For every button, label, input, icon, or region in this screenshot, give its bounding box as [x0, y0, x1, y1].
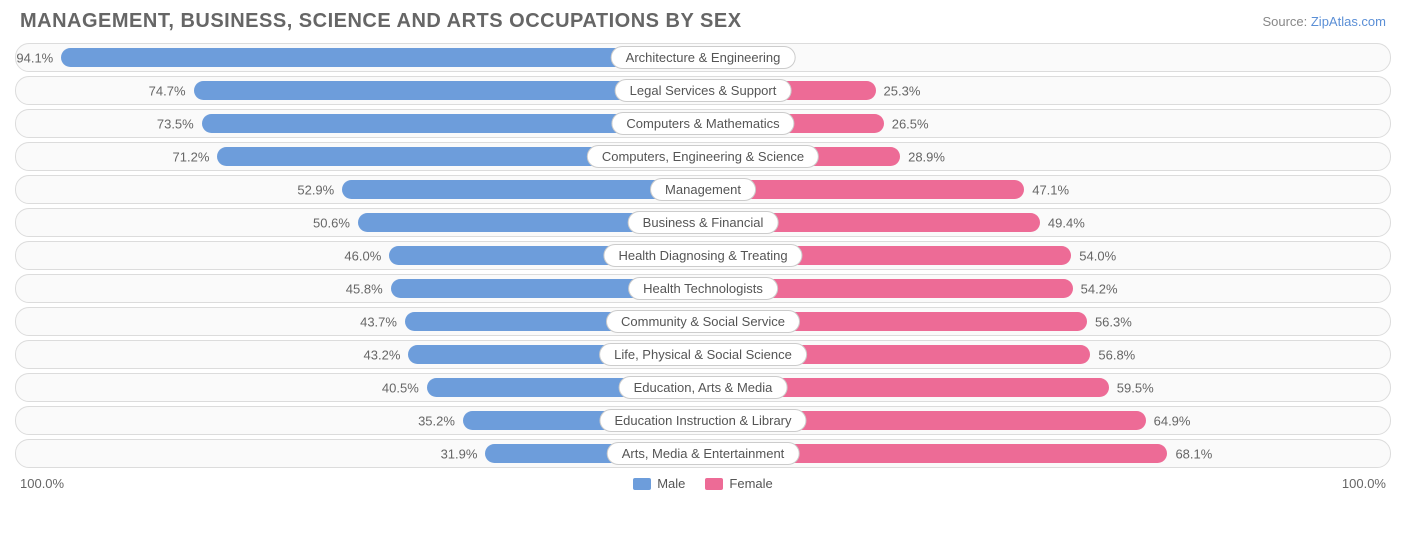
category-pill: Computers & Mathematics	[611, 112, 794, 135]
bar-row: 45.8% 54.2% Health Technologists	[15, 274, 1391, 303]
male-pct-label: 71.2%	[173, 149, 210, 164]
female-pct-label: 56.3%	[1095, 314, 1132, 329]
bar-row: 50.6% 49.4% Business & Financial	[15, 208, 1391, 237]
category-pill: Management	[650, 178, 756, 201]
female-half: 68.1%	[703, 444, 1385, 463]
category-pill: Health Diagnosing & Treating	[603, 244, 802, 267]
category-pill: Education Instruction & Library	[599, 409, 806, 432]
male-half: 74.7%	[21, 81, 703, 100]
female-pct-label: 56.8%	[1098, 347, 1135, 362]
male-half: 50.6%	[21, 213, 703, 232]
bar-row: 43.2% 56.8% Life, Physical & Social Scienc…	[15, 340, 1391, 369]
female-pct-label: 49.4%	[1048, 215, 1085, 230]
bar-row: 73.5% 26.5% Computers & Mathematics	[15, 109, 1391, 138]
category-pill: Business & Financial	[628, 211, 779, 234]
male-half: 94.1%	[21, 48, 703, 67]
chart-title: MANAGEMENT, BUSINESS, SCIENCE AND ARTS O…	[20, 10, 742, 33]
male-pct-label: 94.1%	[16, 50, 53, 65]
legend-swatch-female	[705, 478, 723, 490]
female-pct-label: 25.3%	[884, 83, 921, 98]
legend-male: Male	[633, 476, 685, 491]
male-pct-label: 43.7%	[360, 314, 397, 329]
male-half: 31.9%	[21, 444, 703, 463]
bar-row: 46.0% 54.0% Health Diagnosing & Treating	[15, 241, 1391, 270]
male-half: 52.9%	[21, 180, 703, 199]
male-pct-label: 35.2%	[418, 413, 455, 428]
male-pct-label: 45.8%	[346, 281, 383, 296]
male-half: 46.0%	[21, 246, 703, 265]
title-row: MANAGEMENT, BUSINESS, SCIENCE AND ARTS O…	[10, 10, 1396, 43]
bar-row: 74.7% 25.3% Legal Services & Support	[15, 76, 1391, 105]
legend-male-label: Male	[657, 476, 685, 491]
bar-row: 43.7% 56.3% Community & Social Service	[15, 307, 1391, 336]
bar-row: 94.1%6.0%Architecture & Engineering	[15, 43, 1391, 72]
legend-female-label: Female	[729, 476, 772, 491]
male-pct-label: 40.5%	[382, 380, 419, 395]
category-pill: Education, Arts & Media	[619, 376, 788, 399]
occupations-by-sex-chart: MANAGEMENT, BUSINESS, SCIENCE AND ARTS O…	[10, 10, 1396, 491]
female-half: 54.2%	[703, 279, 1385, 298]
legend-swatch-male	[633, 478, 651, 490]
male-pct-label: 52.9%	[297, 182, 334, 197]
male-pct-label: 43.2%	[364, 347, 401, 362]
axis-right-label: 100.0%	[1342, 476, 1386, 491]
female-half: 6.0%	[703, 48, 1385, 67]
bar-row: 40.5% 59.5% Education, Arts & Media	[15, 373, 1391, 402]
female-half: 26.5%	[703, 114, 1385, 133]
category-pill: Architecture & Engineering	[611, 46, 796, 69]
male-half: 43.7%	[21, 312, 703, 331]
female-pct-label: 54.0%	[1079, 248, 1116, 263]
male-pct-label: 74.7%	[149, 83, 186, 98]
female-half: 49.4%	[703, 213, 1385, 232]
male-pct-label: 73.5%	[157, 116, 194, 131]
female-pct-label: 68.1%	[1175, 446, 1212, 461]
category-pill: Legal Services & Support	[615, 79, 792, 102]
bar-row: 71.2% 28.9% Computers, Engineering & Scien…	[15, 142, 1391, 171]
female-pct-label: 28.9%	[908, 149, 945, 164]
male-half: 40.5%	[21, 378, 703, 397]
category-pill: Arts, Media & Entertainment	[607, 442, 800, 465]
category-pill: Community & Social Service	[606, 310, 800, 333]
female-pct-label: 54.2%	[1081, 281, 1118, 296]
female-half: 47.1%	[703, 180, 1385, 199]
category-pill: Health Technologists	[628, 277, 778, 300]
legend: Male Female	[633, 476, 773, 491]
male-pct-label: 50.6%	[313, 215, 350, 230]
female-pct-label: 47.1%	[1032, 182, 1069, 197]
male-half: 73.5%	[21, 114, 703, 133]
category-pill: Computers, Engineering & Science	[587, 145, 819, 168]
female-pct-label: 59.5%	[1117, 380, 1154, 395]
legend-female: Female	[705, 476, 772, 491]
female-half: 54.0%	[703, 246, 1385, 265]
female-half: 56.3%	[703, 312, 1385, 331]
female-pct-label: 26.5%	[892, 116, 929, 131]
source-prefix: Source:	[1262, 14, 1310, 29]
axis-row: 100.0% Male Female 100.0%	[10, 468, 1396, 491]
bar-row: 35.2% 64.9% Education Instruction & Librar…	[15, 406, 1391, 435]
male-bar	[61, 48, 703, 67]
bar-rows: 94.1%6.0%Architecture & Engineering74.7%…	[10, 43, 1396, 468]
male-pct-label: 31.9%	[441, 446, 478, 461]
female-half: 59.5%	[703, 378, 1385, 397]
axis-left-label: 100.0%	[20, 476, 64, 491]
male-bar	[342, 180, 703, 199]
male-pct-label: 46.0%	[344, 248, 381, 263]
female-pct-label: 64.9%	[1154, 413, 1191, 428]
female-half: 25.3%	[703, 81, 1385, 100]
bar-row: 52.9% 47.1% Management	[15, 175, 1391, 204]
bar-row: 31.9% 68.1% Arts, Media & Entertainment	[15, 439, 1391, 468]
male-half: 45.8%	[21, 279, 703, 298]
source: Source: ZipAtlas.com	[1262, 14, 1386, 29]
category-pill: Life, Physical & Social Science	[599, 343, 807, 366]
source-link[interactable]: ZipAtlas.com	[1311, 14, 1386, 29]
